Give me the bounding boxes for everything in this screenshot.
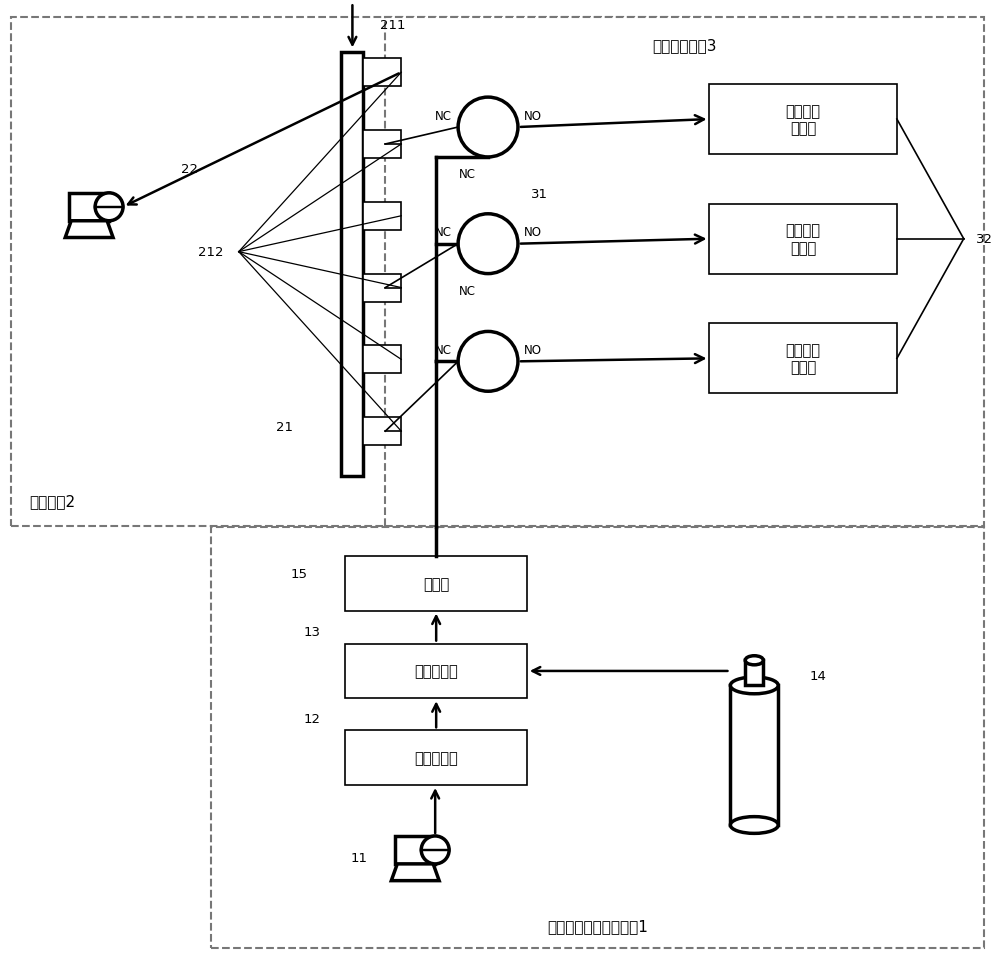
- Ellipse shape: [730, 817, 778, 833]
- Circle shape: [421, 836, 449, 864]
- Bar: [363, 60, 401, 87]
- Text: 采样系统2: 采样系统2: [29, 493, 75, 508]
- Text: 212: 212: [198, 246, 224, 259]
- Bar: [11, 18, 709, 527]
- Text: 混合仓: 混合仓: [423, 576, 449, 591]
- Text: 一氧化碳
分析仪: 一氧化碳 分析仪: [786, 343, 821, 375]
- Polygon shape: [391, 864, 439, 880]
- Text: NC: NC: [459, 168, 476, 181]
- Bar: [345, 730, 527, 785]
- Text: NO: NO: [524, 226, 542, 239]
- Circle shape: [458, 333, 518, 392]
- Text: 11: 11: [350, 851, 367, 865]
- Bar: [363, 131, 401, 159]
- Text: 22: 22: [181, 163, 198, 176]
- Bar: [363, 346, 401, 374]
- Polygon shape: [65, 222, 113, 238]
- Text: 211: 211: [380, 19, 406, 32]
- Ellipse shape: [730, 678, 778, 694]
- Bar: [69, 193, 109, 222]
- Bar: [363, 418, 401, 446]
- Text: NC: NC: [435, 110, 452, 122]
- Text: 14: 14: [809, 669, 826, 682]
- Circle shape: [458, 98, 518, 158]
- Bar: [709, 324, 897, 394]
- Text: 32: 32: [976, 233, 993, 246]
- Text: 二氧化硫
分析仪: 二氧化硫 分析仪: [786, 104, 821, 136]
- Bar: [709, 205, 897, 274]
- Text: 标定配气仪: 标定配气仪: [414, 664, 458, 678]
- Bar: [709, 86, 897, 155]
- Bar: [363, 274, 401, 302]
- Text: 31: 31: [531, 188, 548, 201]
- Text: NC: NC: [435, 343, 452, 357]
- Text: 12: 12: [304, 712, 321, 725]
- Bar: [395, 836, 435, 864]
- Text: 标定气路系统3: 标定气路系统3: [652, 38, 717, 53]
- Text: NC: NC: [459, 284, 476, 297]
- Text: 21: 21: [276, 420, 293, 433]
- Text: 零气发生器: 零气发生器: [414, 751, 458, 765]
- Bar: [730, 686, 778, 825]
- Text: 氮氧化物
分析仪: 氮氧化物 分析仪: [786, 223, 821, 256]
- Bar: [211, 528, 984, 948]
- Circle shape: [458, 214, 518, 274]
- Text: 13: 13: [304, 626, 321, 638]
- Bar: [345, 644, 527, 699]
- Bar: [345, 556, 527, 611]
- Bar: [341, 53, 363, 477]
- Text: NO: NO: [524, 110, 542, 122]
- Bar: [745, 660, 763, 686]
- Text: NO: NO: [524, 343, 542, 357]
- Bar: [363, 203, 401, 231]
- Text: NC: NC: [435, 226, 452, 239]
- Text: 标定用标准气配气系统1: 标定用标准气配气系统1: [547, 918, 648, 933]
- Ellipse shape: [745, 656, 763, 665]
- Circle shape: [95, 193, 123, 222]
- Bar: [385, 18, 984, 527]
- Text: 15: 15: [291, 567, 308, 580]
